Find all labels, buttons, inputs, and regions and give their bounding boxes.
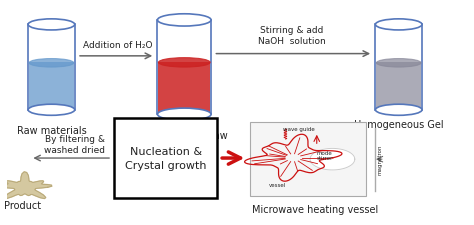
Text: Stirring & add
NaOH  solution: Stirring & add NaOH solution [258, 26, 325, 45]
Ellipse shape [157, 15, 211, 27]
FancyBboxPatch shape [375, 25, 422, 110]
FancyBboxPatch shape [376, 63, 421, 110]
FancyBboxPatch shape [249, 123, 366, 196]
Text: Raw materials: Raw materials [17, 126, 86, 136]
Text: Dissolution of raw
materials: Dissolution of raw materials [140, 130, 228, 153]
Ellipse shape [158, 58, 210, 68]
FancyBboxPatch shape [28, 25, 75, 110]
Ellipse shape [29, 59, 74, 68]
Polygon shape [310, 149, 355, 170]
Text: Microwave heating vessel: Microwave heating vessel [252, 204, 378, 214]
Text: Addition of H₂O: Addition of H₂O [83, 41, 153, 50]
Polygon shape [0, 172, 52, 199]
Text: By filtering &
washed dried: By filtering & washed dried [44, 135, 105, 154]
Ellipse shape [375, 105, 422, 116]
Ellipse shape [375, 20, 422, 31]
Text: Homogeneous Gel: Homogeneous Gel [354, 119, 444, 129]
Ellipse shape [157, 109, 211, 121]
Text: vessel: vessel [269, 182, 286, 187]
Text: Product: Product [4, 200, 41, 210]
Text: Nucleation &
Crystal growth: Nucleation & Crystal growth [125, 147, 206, 170]
FancyBboxPatch shape [114, 118, 217, 199]
FancyBboxPatch shape [158, 63, 210, 114]
Ellipse shape [28, 105, 75, 116]
Ellipse shape [28, 20, 75, 31]
FancyBboxPatch shape [29, 63, 74, 110]
Ellipse shape [376, 59, 421, 68]
Text: wave guide: wave guide [283, 126, 315, 132]
Text: mode
stirrer: mode stirrer [317, 150, 333, 160]
Text: magnetron: magnetron [377, 144, 382, 175]
FancyBboxPatch shape [157, 21, 211, 115]
